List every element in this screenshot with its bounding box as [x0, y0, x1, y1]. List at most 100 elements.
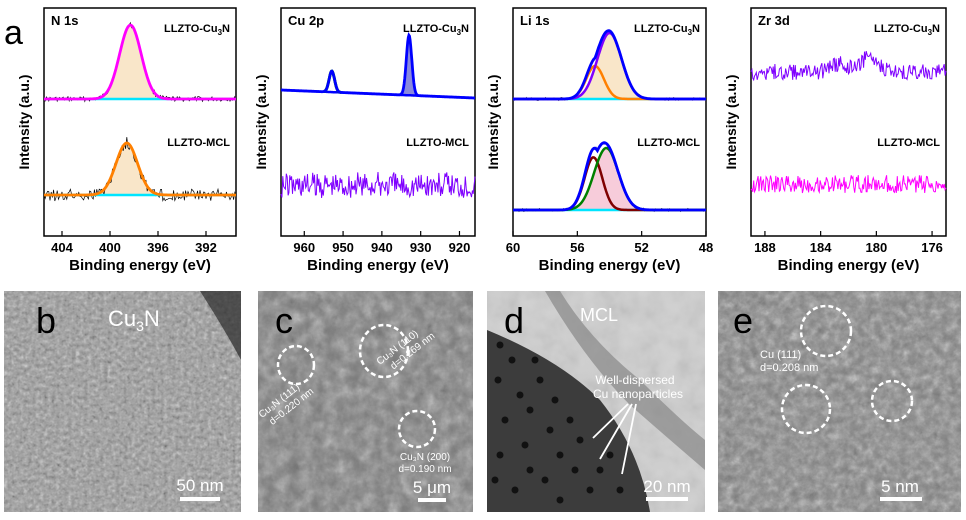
nanoparticle-dot — [556, 496, 564, 504]
nanoparticle-dot — [596, 466, 604, 474]
tem-panel-b: b Cu3N 50 nm — [4, 291, 241, 512]
series-label: LLZTO-Cu3N — [634, 23, 700, 37]
nanoparticles-d — [491, 341, 624, 504]
y-axis-label: Intensity (a.u.) — [16, 75, 32, 170]
annotation-e-1: Cu (111) — [760, 349, 801, 361]
nanoparticle-dot — [551, 396, 559, 404]
tem-label-d: MCL — [580, 305, 618, 325]
tem-panel-e: e Cu (111) d=0.208 nm 5 nm — [718, 291, 961, 512]
peak-fill — [44, 143, 236, 195]
x-tick-label: 184 — [810, 240, 832, 255]
x-tick-label: 52 — [634, 240, 648, 255]
plot-frame — [750, 7, 947, 237]
x-tick-label: 392 — [195, 240, 217, 255]
x-tick-label: 950 — [332, 240, 354, 255]
x-axis-label: Binding energy (eV) — [69, 257, 211, 274]
scale-label-d: 20 nm — [643, 477, 690, 496]
x-axis-label: Binding energy (eV) — [539, 257, 681, 274]
noise-spectrum — [750, 50, 947, 82]
scale-bar-c — [418, 498, 446, 502]
nanoparticle-dot — [508, 356, 516, 364]
scale-label-c: 5 μm — [413, 478, 451, 497]
lattice-circle-e-1 — [799, 304, 853, 358]
x-axis-label: Binding energy (eV) — [778, 257, 920, 274]
subplot-title: Zr 3d — [758, 13, 790, 28]
series-label-sub: 3 — [457, 28, 462, 37]
x-tick-label: 176 — [921, 240, 943, 255]
nanoparticle-dot — [516, 391, 524, 399]
tem-label-b-end: N — [144, 306, 160, 331]
x-tick-label: 396 — [147, 240, 169, 255]
panel-letter-b: b — [36, 300, 56, 341]
annotation-d-2: Cu nanoparticles — [593, 387, 683, 401]
noise-spectrum — [750, 175, 947, 195]
arrow-d-1 — [592, 403, 629, 439]
nanoparticle-dot — [546, 426, 554, 434]
x-tick-label: 930 — [410, 240, 432, 255]
x-tick-label: 960 — [293, 240, 315, 255]
nanoparticle-dot — [606, 451, 614, 459]
tem-shadow-b — [200, 291, 241, 360]
tem-label-b-main: Cu — [108, 306, 136, 331]
xps-cu2p-plot: Cu 2p Intensity (a.u.) Binding energy (eV)… — [253, 7, 476, 274]
plot-frame — [512, 7, 707, 237]
subplot-title: N 1s — [51, 13, 78, 28]
series-label-end: N — [461, 23, 469, 35]
fit-curve — [44, 23, 236, 101]
nanoparticle-dot — [571, 466, 579, 474]
series-label-main: LLZTO-MCL — [167, 137, 230, 149]
series-label-sub: 3 — [928, 28, 933, 37]
series-label-main: LLZTO-MCL — [637, 137, 700, 149]
annotation-200-plane: Cu₃N (200) — [400, 452, 450, 463]
peak-fill — [513, 148, 706, 210]
y-axis-label: Intensity (a.u.) — [485, 75, 501, 170]
series-label: LLZTO-MCL — [406, 137, 469, 149]
xps-n1s-plot: N 1s Intensity (a.u.) Binding energy (eV) 4… — [16, 7, 237, 274]
nanoparticle-dot — [541, 476, 549, 484]
scale-label-e: 5 nm — [881, 477, 919, 496]
fit-curve — [44, 141, 236, 197]
tem-ribbon-d — [545, 291, 705, 470]
series-label-sub: 3 — [688, 28, 693, 37]
series-label-main: LLZTO-Cu — [403, 23, 457, 35]
series-label-end: N — [222, 23, 230, 35]
xps-li1s-plot: Li 1s Intensity (a.u.) Binding energy (eV)… — [485, 7, 713, 274]
series-label-sub: 3 — [218, 28, 223, 37]
tem-label-b: Cu3N — [108, 306, 160, 334]
series-label-main: LLZTO-Cu — [164, 23, 218, 35]
xps-zr3d-plot: Zr 3d Intensity (a.u.) Binding energy (eV)… — [723, 7, 947, 274]
series-label-main: LLZTO-MCL — [406, 137, 469, 149]
nanoparticle-dot — [576, 436, 584, 444]
series-label-main: LLZTO-Cu — [874, 23, 928, 35]
annotation-d-1: Well-dispersed — [595, 373, 674, 387]
subplot-title: Li 1s — [520, 13, 550, 28]
nanoparticle-dot — [496, 341, 504, 349]
series-label: LLZTO-Cu3N — [403, 23, 469, 37]
series-label: LLZTO-Cu3N — [164, 23, 230, 37]
tem-panel-d: d MCL Well-dispersed Cu nanoparticles 20… — [487, 291, 705, 512]
lattice-circle-e-2 — [780, 383, 832, 435]
panel-letter-e: e — [733, 300, 753, 341]
arrow-d-2 — [599, 403, 633, 460]
scale-bar-b — [180, 497, 220, 501]
annotation-200-d: d=0.190 nm — [398, 464, 451, 475]
x-tick-label: 940 — [371, 240, 393, 255]
fit-curve — [281, 32, 475, 100]
peak-fill — [44, 25, 236, 99]
series-label: LLZTO-Cu3N — [874, 23, 940, 37]
nanoparticle-dot — [526, 406, 534, 414]
lattice-circle-3 — [397, 409, 437, 449]
peak-fill — [399, 35, 419, 96]
arrow-d-3 — [621, 403, 637, 475]
series-label-end: N — [692, 23, 700, 35]
tem-texture-c — [258, 291, 473, 512]
y-axis-label: Intensity (a.u.) — [253, 75, 269, 170]
x-tick-label: 56 — [570, 240, 584, 255]
x-tick-label: 180 — [866, 240, 888, 255]
plot-frame — [43, 7, 237, 237]
series-label-end: N — [932, 23, 940, 35]
nanoparticle-dot — [531, 356, 539, 364]
x-tick-label: 60 — [506, 240, 520, 255]
subplot-title: Cu 2p — [288, 13, 324, 28]
